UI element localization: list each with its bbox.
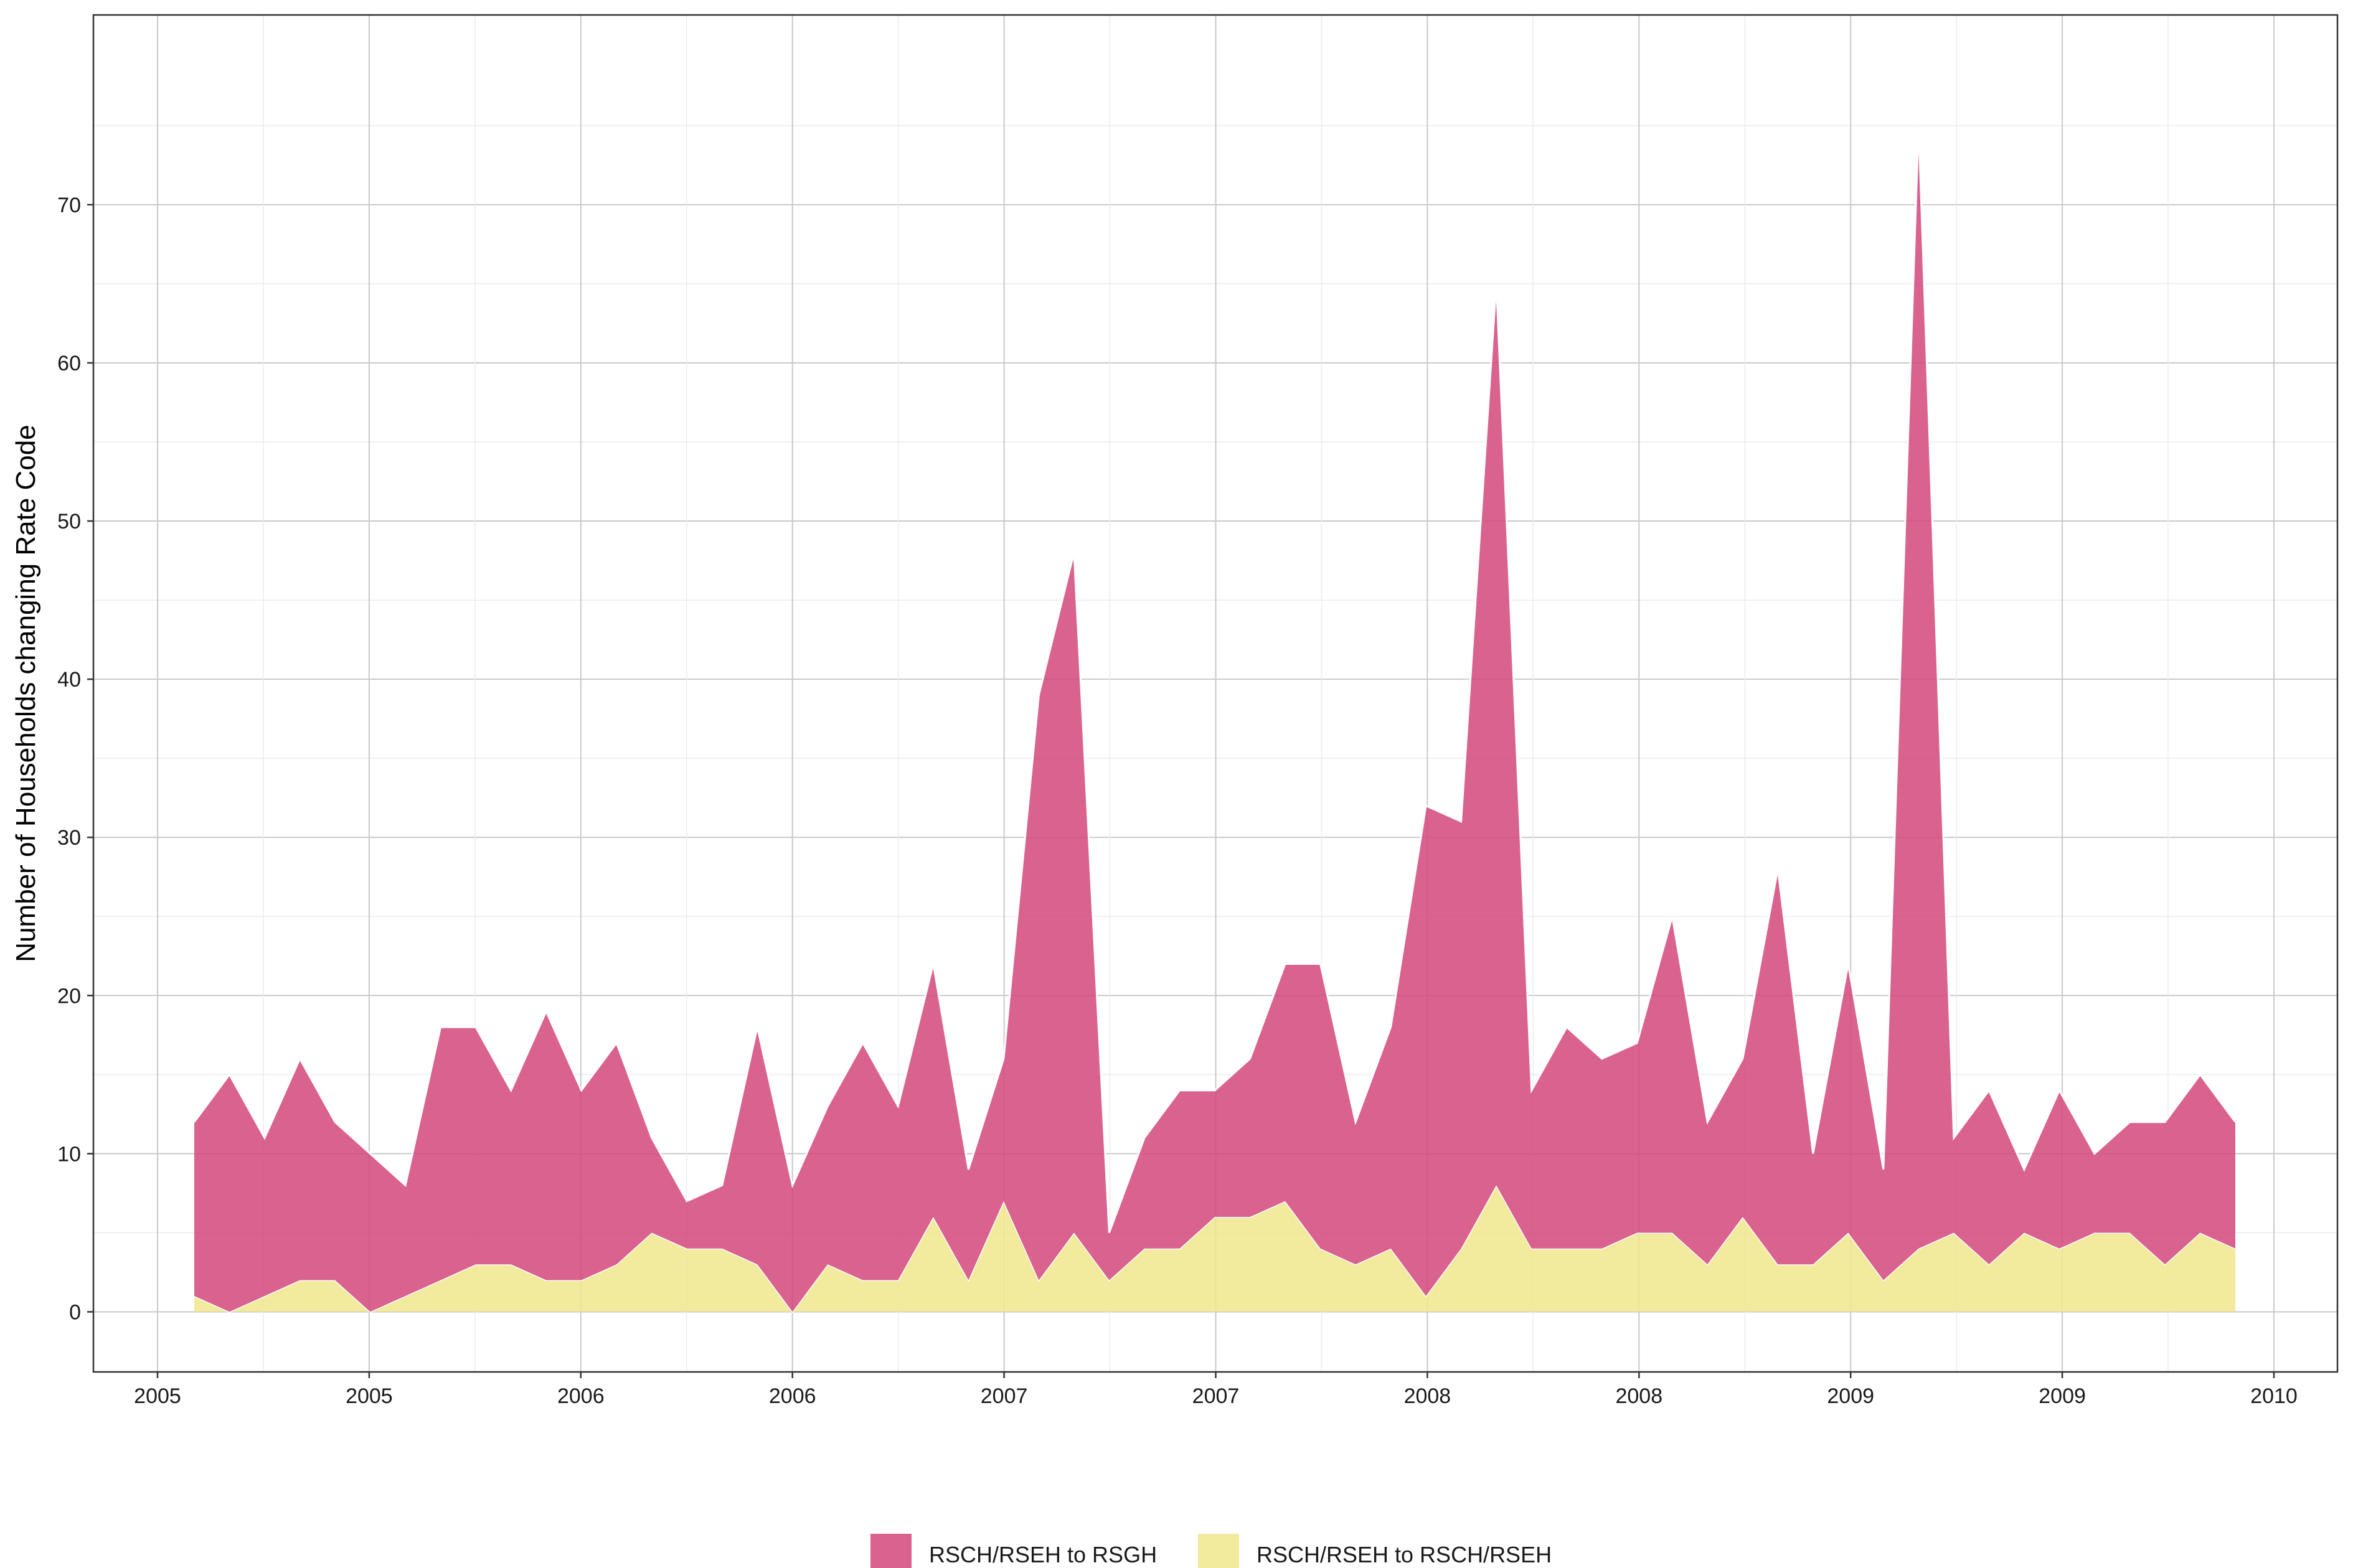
y-axis-ticks: 0 10 20 30 40 50 60 70 xyxy=(57,194,93,1324)
x-tick-label: 2010 xyxy=(2250,1384,2298,1408)
legend-swatch xyxy=(870,1534,912,1568)
y-tick-label: 30 xyxy=(57,826,81,850)
y-tick-label: 10 xyxy=(57,1142,81,1166)
x-tick-label: 2007 xyxy=(1192,1384,1240,1408)
y-axis-title: Number of Households changing Rate Code xyxy=(11,425,41,962)
x-axis-ticks: 2005 2005 2006 2006 2007 2007 2008 2008 2009 2009… xyxy=(134,1372,2298,1408)
legend-label: RSCH/RSEH to RSCH/RSEH xyxy=(1257,1542,1552,1567)
legend-swatch xyxy=(1198,1534,1239,1568)
x-tick-label: 2009 xyxy=(2039,1384,2086,1408)
area-series-1 xyxy=(194,125,2235,1312)
x-tick-label: 2005 xyxy=(134,1384,181,1408)
x-tick-label: 2009 xyxy=(1827,1384,1874,1408)
x-tick-label: 2007 xyxy=(981,1384,1028,1408)
x-tick-label: 2005 xyxy=(346,1384,393,1408)
y-tick-label: 60 xyxy=(57,352,81,375)
area-series-0 xyxy=(194,1185,2235,1312)
x-tick-label: 2006 xyxy=(769,1384,816,1408)
y-tick-label: 50 xyxy=(57,510,81,533)
x-tick-label: 2008 xyxy=(1404,1384,1451,1408)
y-tick-label: 20 xyxy=(57,984,81,1008)
x-tick-label: 2006 xyxy=(557,1384,605,1408)
areas xyxy=(193,125,2237,1313)
x-tick-label: 2008 xyxy=(1615,1384,1662,1408)
legend-label: RSCH/RSEH to RSGH xyxy=(929,1542,1157,1567)
area-outline-1 xyxy=(193,125,2237,1233)
y-tick-label: 40 xyxy=(57,668,81,692)
y-tick-label: 0 xyxy=(69,1300,81,1324)
y-tick-label: 70 xyxy=(57,194,81,217)
legend: RSCH/RSEH to RSGH RSCH/RSEH to RSCH/RSEH xyxy=(870,1534,1552,1568)
